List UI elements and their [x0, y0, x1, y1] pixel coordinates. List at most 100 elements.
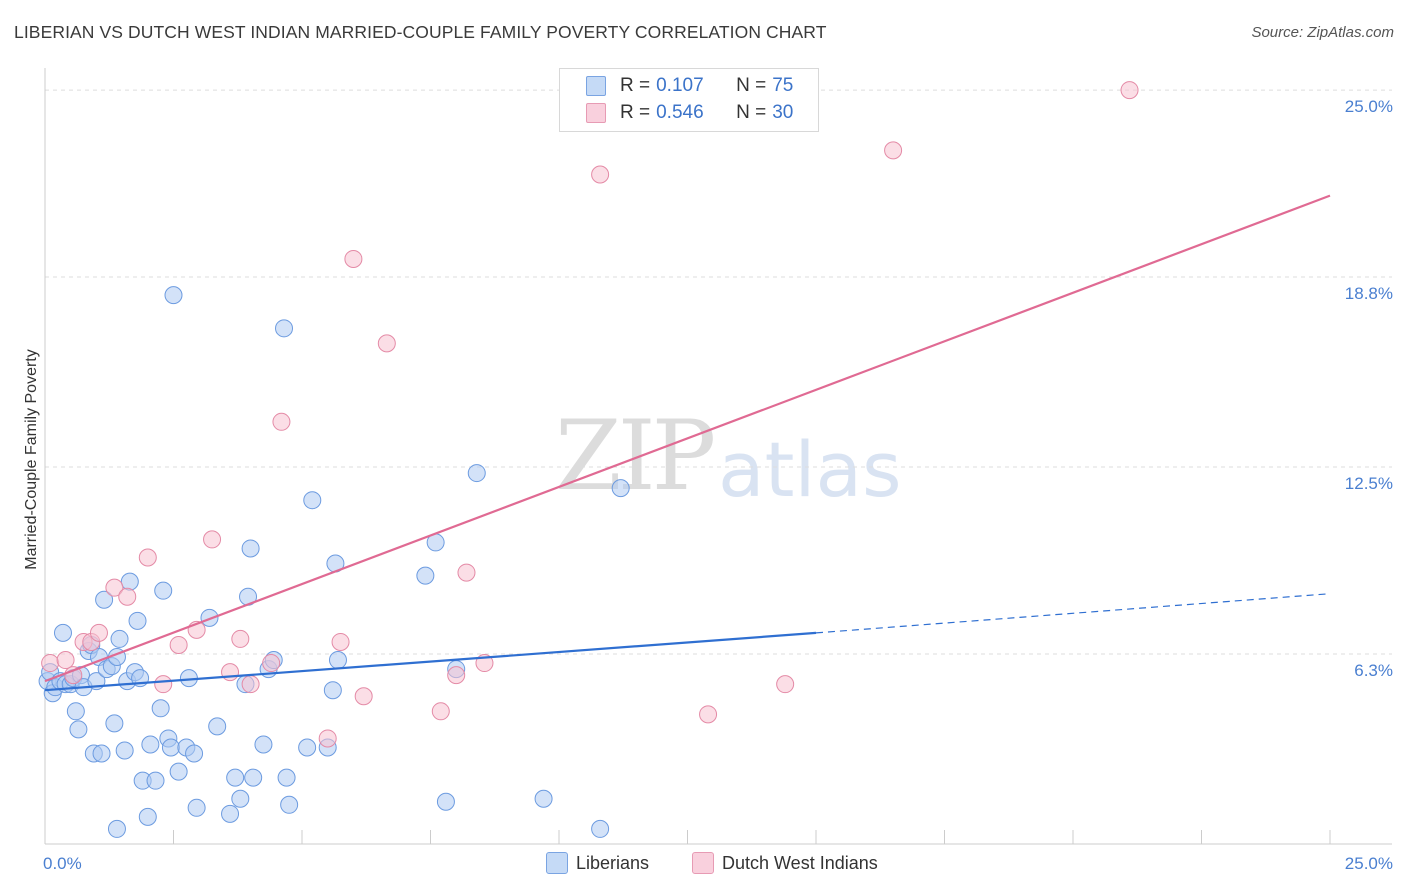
point-liberians [226, 768, 245, 787]
point-liberians [323, 681, 342, 700]
point-dutch-west-indians [169, 635, 188, 654]
legend-row-liberians: R = 0.107 N = 75 [586, 73, 793, 99]
point-liberians [107, 819, 126, 838]
bottom-legend: Liberians Dutch West Indians [0, 852, 1406, 878]
y-axis-label: Married-Couple Family Poverty [23, 349, 40, 570]
point-dutch-west-indians [318, 729, 337, 748]
point-liberians [151, 699, 170, 718]
x-tick-label: 25.0% [1345, 854, 1393, 873]
trend-line-dutch-west-indians [44, 194, 1331, 683]
point-liberians [128, 611, 147, 630]
data-points [38, 81, 1139, 838]
point-liberians [105, 714, 124, 733]
point-dutch-west-indians [776, 675, 795, 694]
point-dutch-west-indians [64, 666, 83, 685]
point-dutch-west-indians [431, 702, 450, 721]
bottom-legend-swatch-blue [546, 852, 568, 874]
point-liberians [231, 789, 250, 808]
chart-title: LIBERIAN VS DUTCH WEST INDIAN MARRIED-CO… [14, 22, 827, 42]
point-liberians [169, 762, 188, 781]
bottom-legend-liberians: Liberians [546, 852, 649, 874]
point-dutch-west-indians [262, 654, 281, 673]
legend-box: R = 0.107 N = 75 R = 0.546 N = 30 [559, 68, 819, 132]
legend-r-label: R = [620, 75, 651, 96]
point-dutch-west-indians [241, 675, 260, 694]
y-tick-label: 25.0% [1345, 97, 1393, 116]
point-liberians [416, 566, 435, 585]
grid-lines [45, 89, 1392, 655]
point-dutch-west-indians [203, 530, 222, 549]
point-dutch-west-indians [138, 548, 157, 567]
point-dutch-west-indians [89, 623, 108, 642]
bottom-legend-swatch-pink [692, 852, 714, 874]
point-liberians [92, 744, 111, 763]
point-liberians [141, 735, 160, 754]
point-dutch-west-indians [884, 141, 903, 160]
point-liberians [328, 651, 347, 670]
point-dutch-west-indians [354, 687, 373, 706]
point-liberians [221, 804, 240, 823]
point-liberians [53, 623, 72, 642]
legend-r-label: R = [620, 102, 651, 123]
point-liberians [115, 741, 134, 760]
point-dutch-west-indians [457, 563, 476, 582]
point-dutch-west-indians [221, 663, 240, 682]
legend-swatch-blue [586, 76, 606, 96]
point-dutch-west-indians [591, 165, 610, 184]
point-liberians [120, 572, 139, 591]
point-liberians [277, 768, 296, 787]
point-liberians [241, 539, 260, 558]
legend-n-value: 75 [772, 75, 794, 96]
point-liberians [303, 491, 322, 510]
point-liberians [436, 792, 455, 811]
point-dutch-west-indians [331, 632, 350, 651]
point-liberians [110, 629, 129, 648]
point-liberians [467, 464, 486, 483]
bottom-legend-label-liberians: Liberians [576, 852, 650, 873]
point-liberians [164, 286, 183, 305]
point-dutch-west-indians [377, 334, 396, 353]
y-tick-label: 6.3% [1354, 661, 1393, 680]
point-dutch-west-indians [447, 666, 466, 685]
legend-n-label: N = [736, 75, 767, 96]
point-liberians [280, 795, 299, 814]
point-dutch-west-indians [118, 587, 137, 606]
point-dutch-west-indians [105, 578, 124, 597]
point-liberians [275, 319, 294, 338]
point-dutch-west-indians [1120, 81, 1139, 100]
point-liberians [161, 738, 180, 757]
point-dutch-west-indians [154, 675, 173, 694]
point-liberians [591, 819, 610, 838]
axes [44, 68, 1392, 845]
trend-line-liberians-extension [815, 593, 1331, 634]
point-dutch-west-indians [699, 705, 718, 724]
trend-line-liberians [44, 631, 817, 692]
source-label: Source: ZipAtlas.com [1251, 24, 1394, 41]
bottom-legend-label-dutch-west-indians: Dutch West Indians [722, 852, 878, 873]
point-liberians [534, 789, 553, 808]
legend-r-value: 0.107 [656, 75, 704, 96]
point-dutch-west-indians [272, 412, 291, 431]
point-liberians [298, 738, 317, 757]
legend-row-dutch-west-indians: R = 0.546 N = 30 [586, 100, 793, 126]
point-liberians [69, 720, 88, 739]
point-liberians [611, 479, 630, 498]
legend-r-value: 0.546 [656, 102, 704, 123]
point-liberians [200, 608, 219, 627]
point-dutch-west-indians [231, 629, 250, 648]
watermark-zip: ZIP [555, 400, 716, 512]
point-dutch-west-indians [41, 654, 60, 673]
legend-n-value: 30 [772, 102, 794, 123]
trend-lines [44, 194, 1331, 692]
point-dutch-west-indians [344, 249, 363, 268]
point-liberians [254, 735, 273, 754]
point-liberians [208, 717, 227, 736]
point-liberians [138, 807, 157, 826]
axis-labels: 6.3% 12.5% 18.8% 25.0% 0.0% 25.0% Married-Coup… [23, 97, 1393, 873]
point-liberians [95, 590, 114, 609]
bottom-legend-dutch-west-indians: Dutch West Indians [692, 852, 878, 874]
point-dutch-west-indians [56, 651, 75, 670]
point-liberians [154, 581, 173, 600]
legend-n-label: N = [736, 102, 767, 123]
